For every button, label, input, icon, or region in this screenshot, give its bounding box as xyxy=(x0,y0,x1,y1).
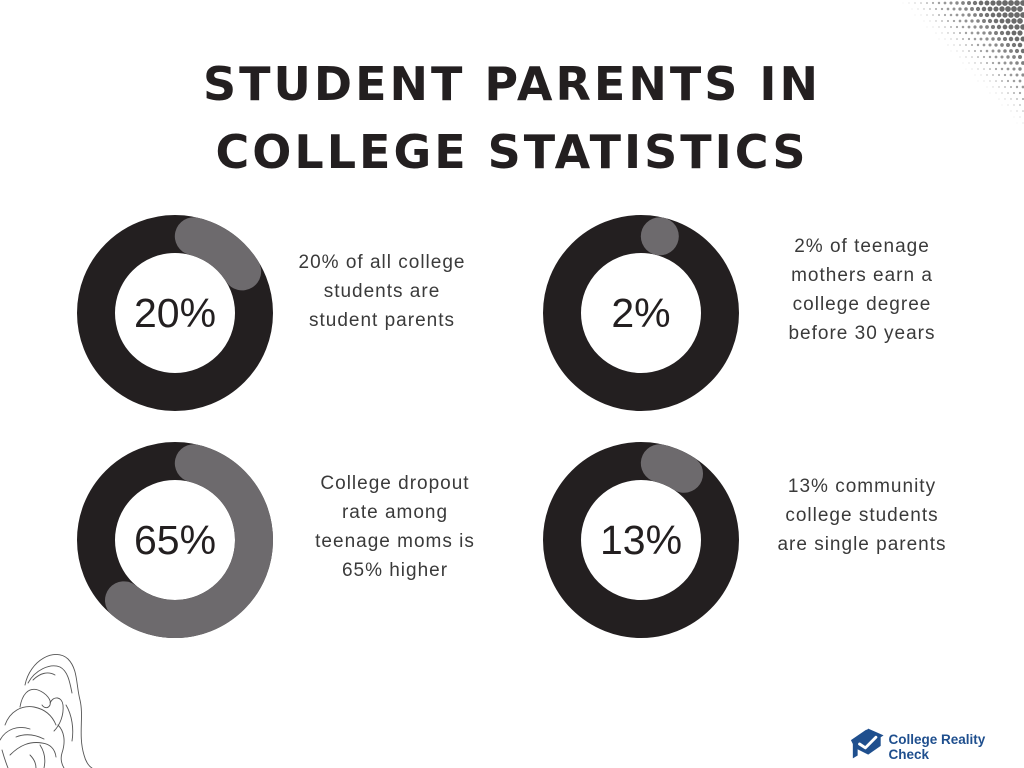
donut-value-arc xyxy=(640,217,679,256)
stat-description-line: 20% of all college xyxy=(298,252,466,273)
stat-description-line: college degree xyxy=(792,294,932,315)
page-title: STUDENT PARENTS IN COLLEGE STATISTICS xyxy=(0,50,1024,186)
donut-value-label: 13% xyxy=(599,517,683,563)
title-line-2: COLLEGE STATISTICS xyxy=(215,125,809,179)
stat-description-line: college students xyxy=(785,505,939,526)
stat-description-line: before 30 years xyxy=(788,323,936,344)
donut-value-arc xyxy=(104,444,273,638)
stat-description: College dropout rate among teenage moms is… xyxy=(295,469,495,585)
donut-value-arc xyxy=(640,444,704,493)
stat-description-line: rate among xyxy=(341,502,449,523)
stat-description-line: 13% community xyxy=(787,476,937,497)
donut-chart-student-parents xyxy=(77,215,273,411)
stat-description: 2% of teenage mothers earn a college degre… xyxy=(762,232,962,348)
donut-value-label: 20% xyxy=(133,290,217,336)
stat-description-line: College dropout xyxy=(320,473,470,494)
stat-description-line: students are xyxy=(323,281,441,302)
donut-value-arc xyxy=(174,217,262,291)
donut-value-label: 65% xyxy=(133,517,217,563)
donut-chart-community-college xyxy=(543,442,739,638)
stat-description-line: mothers earn a xyxy=(791,265,933,286)
stat-description-line: teenage moms is xyxy=(315,531,475,552)
title-line-1: STUDENT PARENTS IN xyxy=(203,57,821,111)
stat-description: 20% of all college students are student pa… xyxy=(282,248,482,335)
stat-description-line: are single parents xyxy=(777,534,947,555)
brand-name: College Reality Check xyxy=(888,732,986,762)
brand-logo: College Reality Check xyxy=(849,726,1024,762)
graduation-cap-check-icon xyxy=(850,728,884,759)
mother-child-illustration-icon xyxy=(0,654,93,768)
stat-description-line: 2% of teenage xyxy=(794,236,930,257)
stat-description: 13% community college students are single … xyxy=(762,472,962,559)
stat-description-line: 65% higher xyxy=(341,560,449,581)
donut-chart-teen-mothers-degree xyxy=(543,215,739,411)
donut-chart-dropout-rate xyxy=(77,442,273,638)
stat-description-line: student parents xyxy=(309,310,455,331)
donut-value-label: 2% xyxy=(611,290,671,336)
halftone-dots-decoration xyxy=(902,0,1024,124)
